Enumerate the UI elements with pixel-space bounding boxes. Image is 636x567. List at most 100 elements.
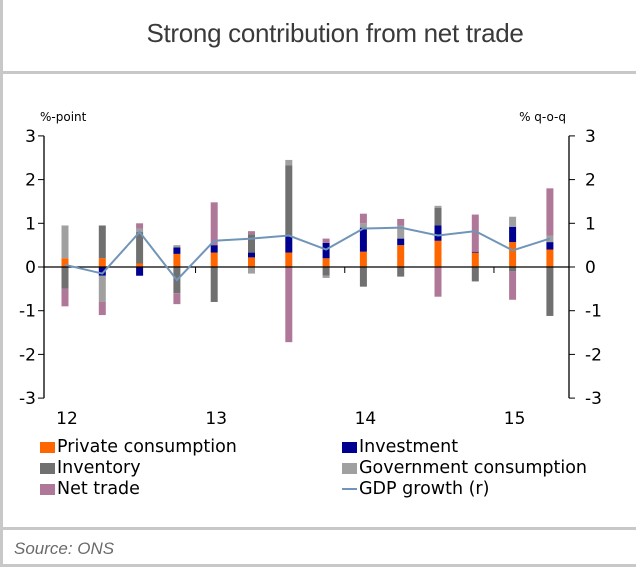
bar-segment-investment-13Q2 [248,252,255,258]
bar-segment-government-consumption-14Q3 [434,205,442,209]
bar-segment-inventory-15Q1 [509,267,517,272]
left-axis-unit-label: %-point [40,110,87,124]
legend-item-investment: Investment [342,437,458,457]
bar-segment-private-consumption-12Q2 [98,258,106,267]
bar-segment-private-consumption-15Q1 [509,242,517,267]
legend-swatch [40,483,55,495]
legend-label: Investment [359,437,459,457]
right-y-tick-label: 3 [585,127,596,147]
left-y-tick-label: 0 [25,258,36,278]
left-y-tick-label: -3 [19,389,36,409]
bar-segment-investment-14Q3 [434,225,442,241]
right-y-tick-label: 2 [585,171,596,191]
bar-segment-investment-12Q2 [98,267,106,276]
bar-segment-private-consumption-14Q2 [397,245,405,267]
bar-segment-private-consumption-13Q1 [210,252,218,267]
bar-segment-net-trade-13Q1 [210,202,218,246]
bar-segment-inventory-14Q2 [397,267,405,277]
left-y-tick-label: -2 [19,345,36,365]
left-y-tick-label: -1 [19,302,36,322]
bar-segment-government-consumption-13Q2 [248,267,255,274]
bar-segment-net-trade-14Q4 [471,214,479,252]
legend-item-gdp-growth: GDP growth (r) [342,479,489,499]
bar-segment-government-consumption-12Q4 [173,245,181,248]
legend-label: GDP growth (r) [359,479,490,499]
bar-segment-private-consumption-13Q2 [248,257,255,267]
left-y-tick-label: 1 [25,214,36,234]
left-y-tick-label: 3 [25,127,36,147]
bar-segment-inventory-12Q1 [61,267,69,289]
bar-segment-private-consumption-12Q3 [136,263,144,267]
legend-swatch [342,441,357,453]
bar-segment-inventory-14Q1 [359,267,367,287]
legend-line-swatch [342,488,357,490]
bar-segment-government-consumption-15Q1 [509,216,517,227]
right-y-tick-label: -3 [585,389,602,409]
legend-label: Inventory [57,458,141,478]
right-y-tick-label: 1 [585,214,596,234]
bar-segment-investment-12Q3 [136,267,144,276]
bars-layer [61,159,554,343]
bar-segment-inventory-13Q4 [322,267,330,276]
legend-swatch [342,462,357,474]
bar-segment-investment-13Q1 [210,245,218,253]
bar-segment-government-consumption-14Q1 [359,223,367,228]
title-divider [0,71,636,74]
x-tick-label-15: 15 [504,409,526,429]
bar-segment-investment-13Q4 [322,242,330,259]
bar-segment-government-consumption-14Q2 [397,225,405,239]
x-tick-label-13: 13 [205,409,227,429]
bar-segment-government-consumption-13Q3 [285,159,293,166]
bar-segment-net-trade-12Q3 [136,223,144,229]
bar-segment-net-trade-13Q2 [248,231,255,235]
bar-segment-inventory-12Q3 [136,232,144,264]
bar-segment-inventory-12Q2 [98,225,106,259]
bar-segment-net-trade-14Q1 [359,213,367,224]
source-note: Source: ONS [14,539,115,558]
bar-segment-private-consumption-12Q1 [61,258,69,267]
legend-swatch [40,441,55,453]
bar-segment-net-trade-12Q2 [98,301,106,316]
bar-segment-private-consumption-13Q3 [285,252,293,267]
x-tick-label-14: 14 [355,409,377,429]
chart-title: Strong contribution from net trade [146,18,524,48]
bar-segment-private-consumption-14Q4 [471,252,479,267]
bar-segment-net-trade-14Q3 [434,267,442,297]
x-tick-label-12: 12 [56,409,78,429]
bar-segment-private-consumption-14Q3 [434,240,442,267]
axes-layer: 3 3 2 2 1 1 0 0 -1 -1 -2 -2 -3 -3 %-point % q-o-q 12 13 14… [19,110,602,429]
bar-segment-investment-14Q2 [397,238,405,246]
bar-segment-investment-12Q4 [173,247,181,254]
frame-left-border [0,0,3,567]
source-divider-bottom [0,564,636,567]
bar-segment-inventory-14Q4 [471,267,479,282]
source-divider-top [0,527,636,530]
bar-segment-private-consumption-15Q2 [546,249,554,267]
bar-segment-government-consumption-13Q4 [322,275,330,278]
bar-segment-private-consumption-14Q1 [359,251,367,267]
bar-segment-investment-15Q1 [509,226,517,243]
right-y-tick-label: 0 [585,258,596,278]
right-axis-unit-label: % q-o-q [519,110,566,124]
bar-segment-private-consumption-12Q4 [173,253,181,267]
bar-segment-inventory-15Q2 [546,267,554,316]
bar-segment-investment-14Q4 [471,251,479,253]
bar-segment-net-trade-13Q3 [285,267,293,343]
legend-label: Private consumption [57,437,237,457]
bar-segment-investment-13Q3 [285,236,293,253]
bar-segment-private-consumption-13Q4 [322,258,330,267]
legend-item-inventory: Inventory [40,458,141,478]
right-y-tick-label: -2 [585,345,602,365]
legend-item-government-consumption: Government consumption [342,458,587,478]
left-y-tick-label: 2 [25,171,36,191]
bar-segment-investment-14Q1 [359,227,367,252]
legend-label: Net trade [57,479,140,499]
bar-segment-net-trade-15Q2 [546,188,554,236]
bar-segment-inventory-13Q3 [285,165,293,237]
legend-item-private-consumption: Private consumption [40,437,237,457]
bar-segment-net-trade-12Q1 [61,288,69,307]
bar-segment-government-consumption-12Q2 [98,275,106,302]
legend-item-net-trade: Net trade [40,479,140,499]
bar-segment-investment-15Q2 [546,242,554,250]
gdp-growth-line [64,226,551,282]
